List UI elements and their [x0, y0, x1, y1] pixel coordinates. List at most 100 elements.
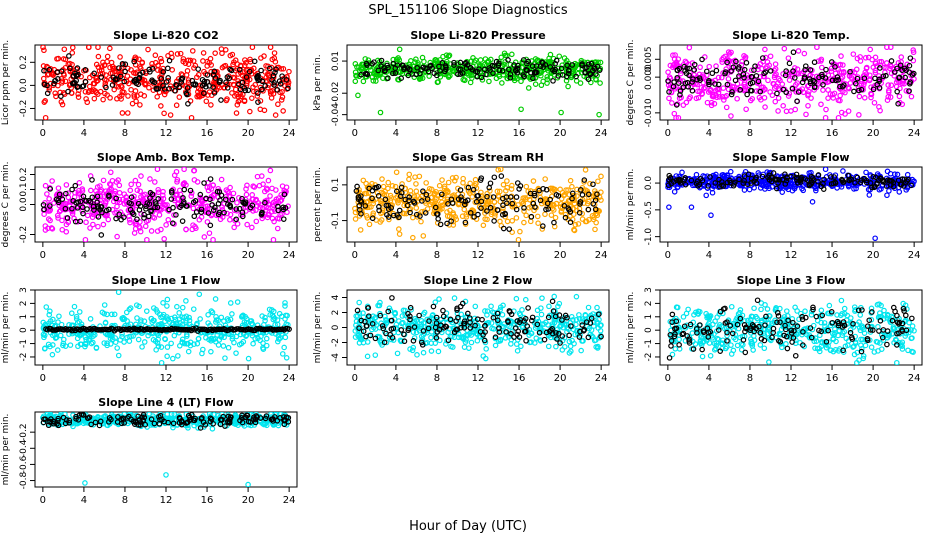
black-point — [160, 82, 166, 89]
colored-point — [208, 338, 214, 344]
black-point — [282, 205, 289, 211]
black-point — [58, 68, 65, 74]
colored-point — [123, 194, 130, 200]
black-point — [122, 68, 128, 75]
black-point — [724, 81, 731, 88]
colored-point — [401, 202, 407, 209]
colored-point — [107, 332, 113, 339]
colored-point — [61, 46, 68, 53]
colored-point — [132, 177, 139, 184]
colored-point — [447, 207, 453, 214]
black-point — [113, 215, 119, 222]
colored-point — [223, 82, 230, 88]
colored-point — [141, 77, 148, 84]
colored-point — [86, 83, 93, 90]
x-tick-label: 12 — [785, 250, 798, 261]
colored-point — [500, 302, 506, 309]
y-tick-label: 0 — [331, 324, 341, 330]
colored-point — [497, 337, 504, 344]
colored-point — [193, 322, 200, 328]
black-point — [579, 61, 585, 67]
colored-point — [462, 77, 468, 83]
black-point — [383, 202, 390, 209]
data-points — [665, 167, 917, 242]
black-point — [783, 68, 789, 74]
colored-point — [170, 355, 176, 362]
colored-point — [413, 205, 420, 211]
colored-point — [868, 90, 874, 97]
black-point — [384, 62, 390, 69]
colored-point — [834, 185, 840, 191]
black-point — [666, 89, 672, 95]
black-point — [732, 77, 739, 84]
black-point — [119, 60, 126, 67]
colored-point — [215, 185, 222, 192]
colored-point — [155, 186, 161, 193]
colored-point — [713, 63, 719, 69]
colored-point — [531, 207, 537, 214]
colored-point — [162, 318, 168, 325]
colored-point — [116, 182, 123, 189]
colored-point — [93, 345, 100, 351]
colored-point — [395, 55, 401, 61]
colored-point — [194, 340, 201, 347]
black-point — [251, 58, 258, 65]
colored-point — [877, 107, 883, 114]
black-point — [91, 207, 97, 213]
black-point — [185, 100, 191, 107]
colored-point — [135, 336, 142, 343]
black-point — [146, 201, 153, 207]
black-point — [228, 67, 235, 74]
colored-point — [352, 61, 359, 67]
colored-point — [406, 171, 413, 178]
black-point — [895, 177, 902, 184]
colored-point — [432, 299, 439, 305]
panel-title: Slope Gas Stream RH — [412, 151, 544, 164]
black-point — [674, 74, 681, 81]
colored-point — [423, 180, 429, 186]
black-point — [145, 213, 152, 220]
black-point — [187, 187, 194, 194]
colored-point — [275, 101, 281, 108]
colored-point — [138, 91, 144, 97]
colored-point — [145, 332, 151, 339]
colored-point — [488, 320, 495, 326]
black-point — [536, 187, 542, 194]
colored-point — [518, 343, 524, 350]
black-point — [457, 187, 464, 193]
colored-point — [837, 92, 843, 99]
colored-point — [372, 352, 379, 358]
colored-point — [370, 200, 377, 207]
colored-point — [275, 338, 281, 345]
colored-point — [183, 317, 189, 324]
black-point — [215, 200, 222, 207]
colored-point — [76, 309, 83, 315]
colored-point — [46, 311, 53, 318]
colored-point — [220, 343, 227, 349]
colored-point — [410, 214, 416, 221]
black-point — [229, 196, 236, 203]
panel-title: Slope Line 1 Flow — [112, 274, 221, 287]
x-tick-label: 20 — [554, 128, 567, 139]
black-point — [184, 91, 190, 98]
colored-point — [174, 303, 180, 310]
panel-title: Slope Li-820 Temp. — [732, 29, 850, 42]
colored-point — [910, 47, 917, 53]
black-point — [455, 71, 461, 78]
black-point — [733, 58, 739, 65]
colored-point — [722, 94, 728, 100]
black-point — [555, 73, 562, 79]
black-point — [486, 184, 493, 191]
black-point — [173, 212, 179, 218]
black-point — [404, 202, 411, 209]
colored-point — [74, 219, 81, 225]
colored-point — [555, 303, 561, 310]
black-point — [511, 62, 517, 68]
colored-point — [761, 86, 768, 92]
colored-point — [781, 45, 788, 52]
colored-point — [792, 106, 799, 113]
colored-point — [233, 350, 239, 356]
colored-point — [62, 343, 69, 349]
black-point — [164, 65, 171, 72]
